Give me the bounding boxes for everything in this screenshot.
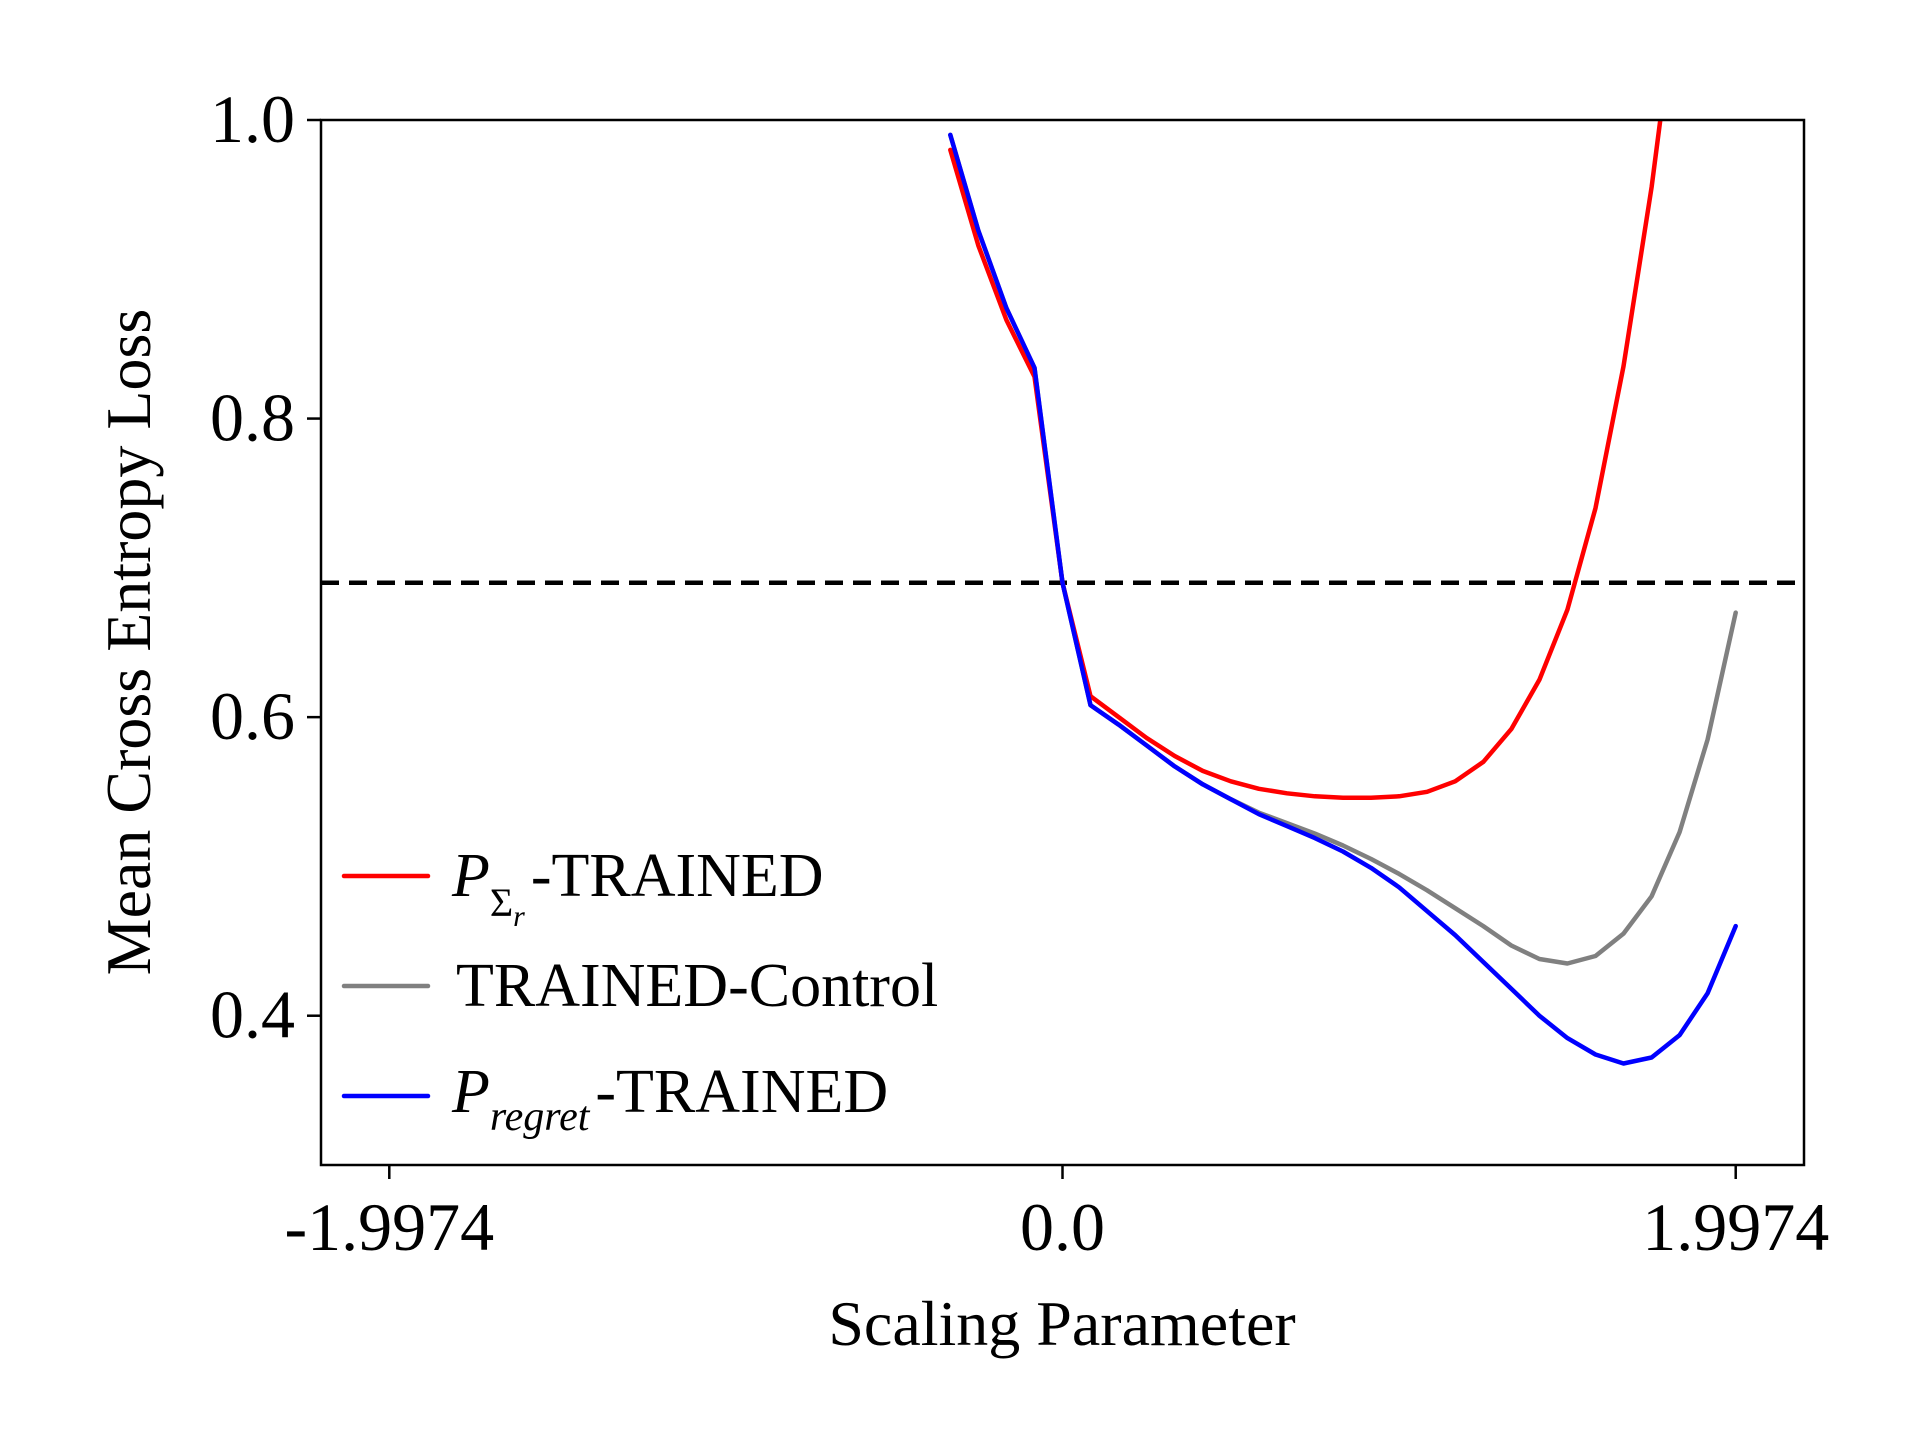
legend: PΣr-TRAINED TRAINED-Control Pregret-TRAI…	[341, 842, 938, 1140]
x-axis-title: Scaling Parameter	[828, 1288, 1295, 1359]
series-line-2	[948, 132, 1738, 1066]
y-axis: 0.4 0.6 0.8 1.0	[210, 81, 321, 1053]
legend-suffix: -TRAINED	[595, 1058, 888, 1126]
y-tick-label: 0.4	[210, 977, 295, 1053]
legend-label-p-regret-trained: Pregret-TRAINED	[451, 1058, 888, 1140]
legend-subscript: Σ	[490, 880, 513, 925]
x-axis: -1.9974 0.0 1.9974	[284, 1165, 1829, 1265]
legend-main-symbol: P	[451, 1058, 490, 1126]
plot-area	[319, 118, 1806, 1167]
x-tick-label: -1.9974	[284, 1189, 494, 1265]
legend-suffix: -TRAINED	[531, 842, 824, 910]
x-tick-label: 1.9974	[1642, 1189, 1829, 1265]
y-tick-label: 0.6	[210, 678, 295, 754]
y-axis-title: Mean Cross Entropy Loss	[93, 309, 164, 976]
legend-item-trained-control: TRAINED-Control	[341, 952, 938, 1020]
y-tick-label: 0.8	[210, 380, 295, 456]
legend-item-p-regret-trained: Pregret-TRAINED	[341, 1058, 888, 1140]
legend-subsubscript: r	[513, 900, 525, 933]
x-tick-label: 0.0	[1020, 1189, 1105, 1265]
legend-main-symbol: P	[451, 842, 490, 910]
legend-label-p-sigma-r-trained: PΣr-TRAINED	[451, 842, 824, 933]
legend-subscript: regret	[490, 1094, 591, 1140]
y-tick-label: 1.0	[210, 81, 295, 157]
legend-item-p-sigma-r-trained: PΣr-TRAINED	[341, 842, 824, 933]
series-layer	[948, 120, 1738, 1066]
series-line-1	[948, 132, 1738, 966]
legend-label-trained-control: TRAINED-Control	[456, 952, 938, 1020]
